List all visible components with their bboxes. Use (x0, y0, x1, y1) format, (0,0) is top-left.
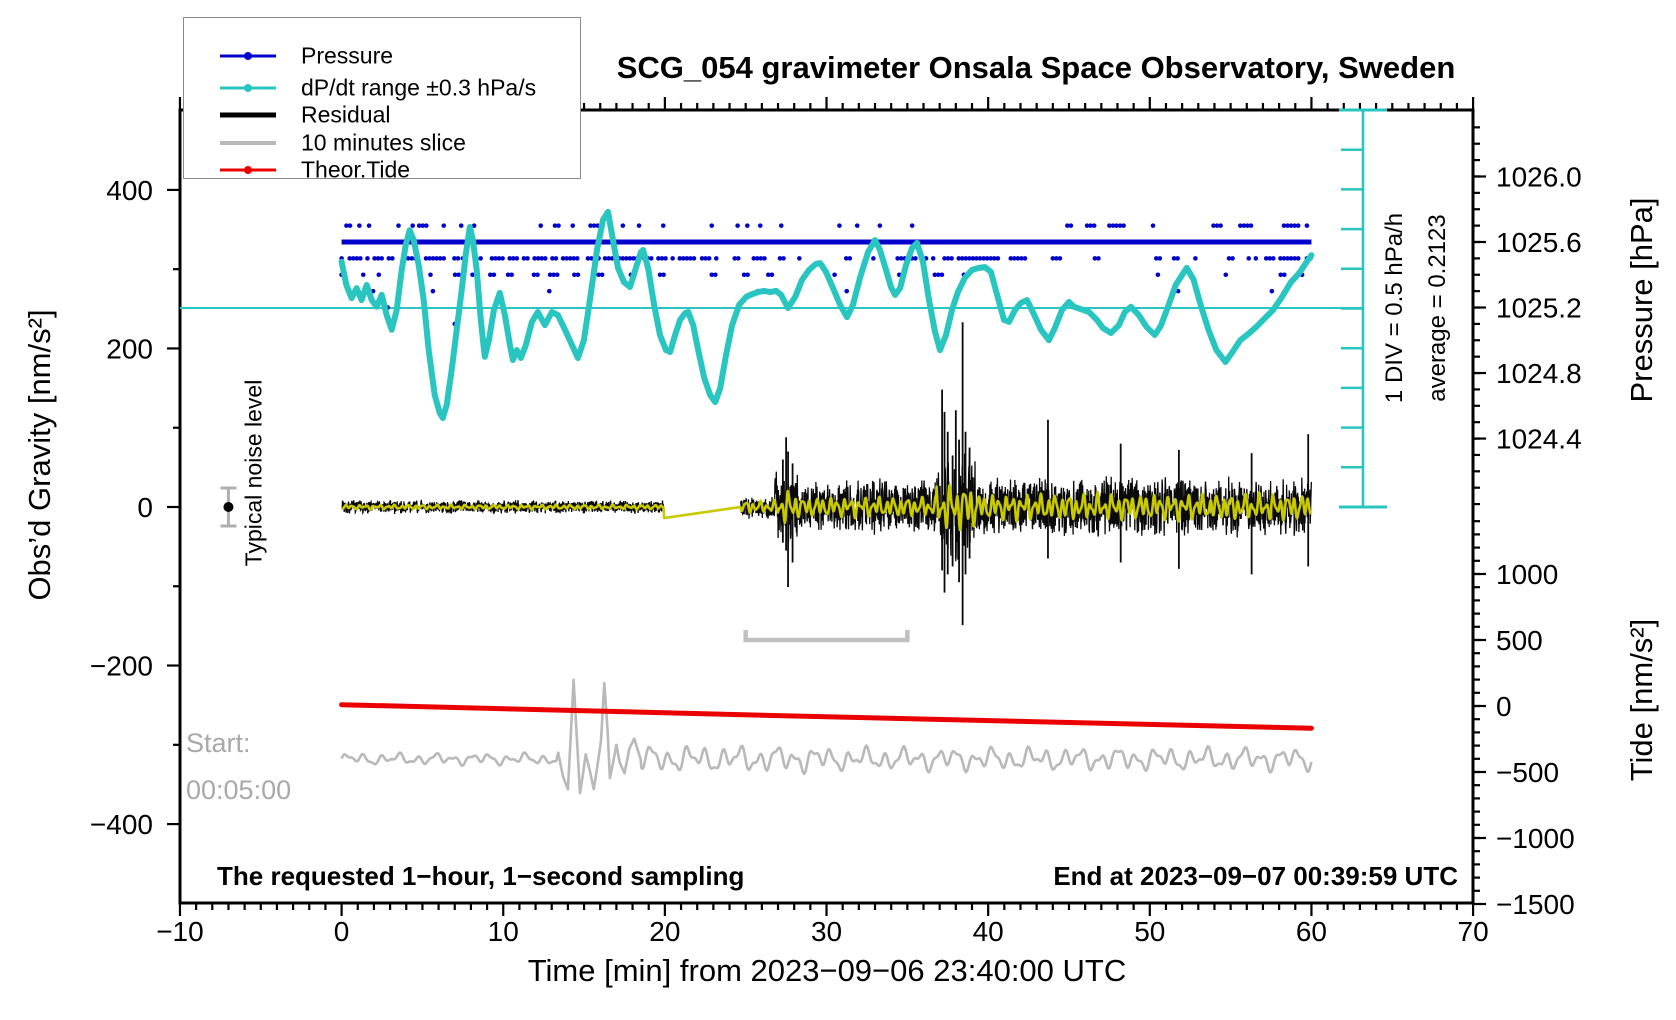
dpdt-curve (338, 208, 1315, 421)
svg-text:50: 50 (1134, 916, 1165, 947)
legend-dot-marker (244, 166, 252, 174)
legend-dot-marker (244, 84, 252, 92)
legend-label: 10 minutes slice (301, 129, 466, 156)
svg-text:−10: −10 (156, 916, 204, 947)
average-note: average = 0.2123 (1424, 214, 1451, 402)
legend-label: Theor.Tide (301, 156, 411, 183)
svg-text:−200: −200 (90, 651, 153, 682)
noise-level-marker (220, 486, 237, 528)
svg-text:0: 0 (137, 492, 153, 523)
legend-box: Pressure dP/dt range ±0.3 hPa/s Residual… (183, 17, 581, 183)
filtered-residual-trace (340, 484, 1313, 532)
end-time-note: End at 2023−09−07 00:39:59 UTC (1053, 861, 1458, 891)
legend-item-pressure: Pressure (184, 42, 580, 69)
legend-label: Residual (301, 101, 391, 128)
legend-item-dpdt: dP/dt range ±0.3 hPa/s (184, 74, 580, 101)
residual-trace (341, 322, 1313, 626)
svg-text:70: 70 (1458, 916, 1489, 947)
legend-line-sample (220, 112, 276, 118)
legend-label: dP/dt range ±0.3 hPa/s (301, 74, 537, 101)
chart-title: SCG_054 gravimeter Onsala Space Observat… (616, 50, 1456, 85)
svg-text:1025.2: 1025.2 (1496, 293, 1582, 324)
start-time: 00:05:00 (186, 775, 292, 805)
svg-text:60: 60 (1296, 916, 1327, 947)
legend-dot-marker (244, 52, 252, 60)
start-label: Start: (186, 728, 251, 758)
slice-window-bracket (743, 630, 910, 643)
svg-text:40: 40 (973, 916, 1004, 947)
div-scale-note: 1 DIV = 0.5 hPa/h (1381, 212, 1408, 404)
svg-text:10: 10 (488, 916, 519, 947)
tide-axis-label: Tide [nm/s²] (1624, 618, 1659, 782)
svg-text:20: 20 (649, 916, 680, 947)
svg-text:1025.6: 1025.6 (1496, 227, 1582, 258)
pressure-axis-label: Pressure [hPa] (1624, 197, 1659, 403)
svg-text:0: 0 (334, 916, 350, 947)
svg-text:500: 500 (1496, 625, 1543, 656)
tick-labels: −10 0 10 20 30 40 50 60 70 400 200 0 −200 −400 1026.0 1… (90, 161, 1582, 947)
x-axis-label: Time [min] from 2023−09−06 23:40:00 UTC (527, 953, 1127, 988)
svg-text:−1500: −1500 (1496, 889, 1575, 920)
legend-label: Pressure (301, 42, 394, 69)
typical-noise-label: Typical noise level (240, 379, 267, 567)
slice-trace (340, 678, 1313, 795)
legend-item-residual: Residual (184, 101, 580, 128)
svg-text:−500: −500 (1496, 757, 1559, 788)
svg-text:400: 400 (106, 175, 153, 206)
legend-item-slice: 10 minutes slice (184, 129, 580, 156)
svg-text:1026.0: 1026.0 (1496, 161, 1582, 192)
svg-text:−400: −400 (90, 809, 153, 840)
svg-text:−1000: −1000 (1496, 823, 1575, 854)
svg-text:30: 30 (811, 916, 842, 947)
sampling-note: The requested 1−hour, 1−second sampling (217, 861, 745, 891)
svg-text:1024.4: 1024.4 (1496, 424, 1582, 455)
gravity-axis-label: Obs’d Gravity [nm/s²] (22, 309, 57, 601)
svg-text:1024.8: 1024.8 (1496, 358, 1582, 389)
theor-tide-line (339, 702, 1314, 731)
svg-text:1000: 1000 (1496, 559, 1558, 590)
svg-text:200: 200 (106, 333, 153, 364)
legend-line-sample (220, 141, 276, 145)
svg-text:0: 0 (1496, 691, 1512, 722)
legend-item-tide: Theor.Tide (184, 156, 580, 183)
